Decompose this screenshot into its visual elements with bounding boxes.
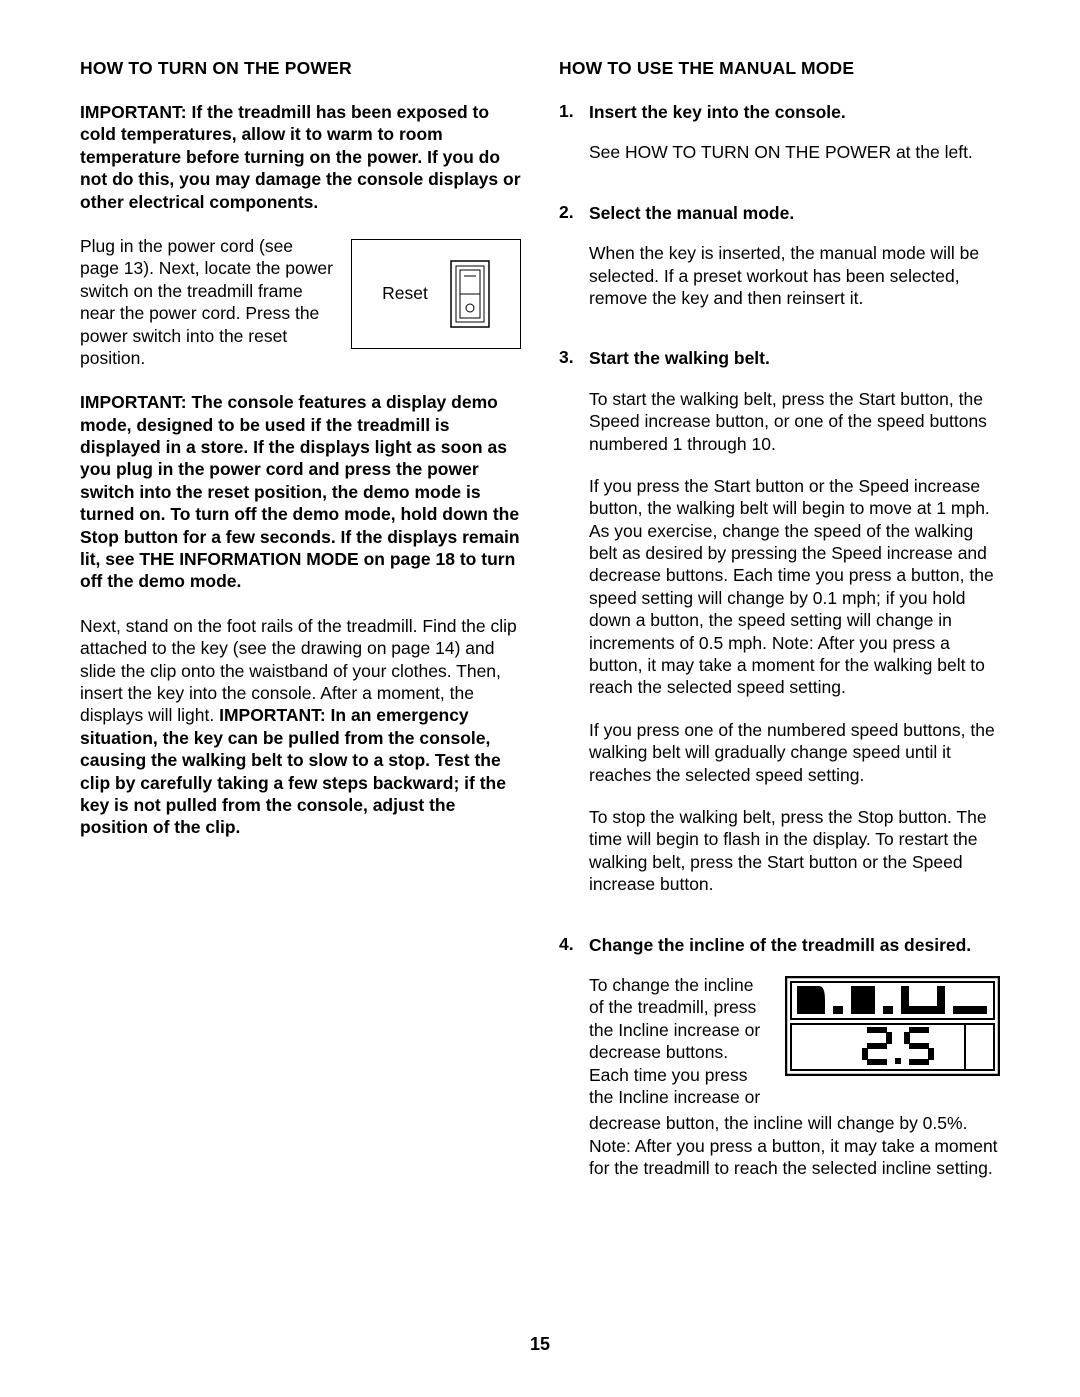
power-switch-block: Plug in the power cord (see page 13). Ne… [80, 235, 521, 369]
cold-warning: IMPORTANT: If the treadmill has been exp… [80, 101, 521, 213]
incline-after: decrease button, the incline will change… [589, 1112, 1000, 1179]
step-title: Change the incline of the treadmill as d… [589, 934, 1000, 956]
step-para: If you press one of the numbered speed b… [589, 719, 1000, 786]
plug-instruction: Plug in the power cord (see page 13). Ne… [80, 235, 333, 369]
step-para: To stop the walking belt, press the Stop… [589, 806, 1000, 896]
reset-switch-figure: Reset [351, 239, 521, 349]
step-3: 3. Start the walking belt. To start the … [559, 347, 1000, 915]
step-title: Insert the key into the console. [589, 101, 1000, 123]
incline-block: To change the incline of the treadmill, … [589, 974, 1000, 1108]
step-para: When the key is inserted, the manual mod… [589, 242, 1000, 309]
step-body: Select the manual mode. When the key is … [589, 202, 1000, 330]
lcd-display-icon [785, 976, 1000, 1076]
manual-page: HOW TO TURN ON THE POWER IMPORTANT: If t… [0, 0, 1080, 1257]
step-number: 1. [559, 101, 589, 184]
manual-mode-steps: 1. Insert the key into the console. See … [559, 101, 1000, 1199]
step-number: 3. [559, 347, 589, 915]
reset-label: Reset [382, 283, 428, 304]
step-number: 2. [559, 202, 589, 330]
power-switch-icon [450, 260, 490, 328]
right-column: HOW TO USE THE MANUAL MODE 1. Insert the… [559, 58, 1000, 1217]
step-number: 4. [559, 934, 589, 1200]
left-column: HOW TO TURN ON THE POWER IMPORTANT: If t… [80, 58, 521, 1217]
step-body: Insert the key into the console. See HOW… [589, 101, 1000, 184]
step-2: 2. Select the manual mode. When the key … [559, 202, 1000, 330]
power-heading: HOW TO TURN ON THE POWER [80, 58, 521, 79]
incline-display-figure [785, 976, 1000, 1108]
step-title: Start the walking belt. [589, 347, 1000, 369]
step-4: 4. Change the incline of the treadmill a… [559, 934, 1000, 1200]
incline-text: To change the incline of the treadmill, … [589, 974, 761, 1108]
step-title: Select the manual mode. [589, 202, 1000, 224]
step-para: If you press the Start button or the Spe… [589, 475, 1000, 699]
page-number: 15 [0, 1334, 1080, 1355]
demo-mode-warning: IMPORTANT: The console features a displa… [80, 391, 521, 593]
key-clip-instruction: Next, stand on the foot rails of the tre… [80, 615, 521, 839]
step-para: See HOW TO TURN ON THE POWER at the left… [589, 141, 1000, 163]
step-body: Change the incline of the treadmill as d… [589, 934, 1000, 1200]
step-1: 1. Insert the key into the console. See … [559, 101, 1000, 184]
manual-mode-heading: HOW TO USE THE MANUAL MODE [559, 58, 1000, 79]
step-body: Start the walking belt. To start the wal… [589, 347, 1000, 915]
step-para: To start the walking belt, press the Sta… [589, 388, 1000, 455]
